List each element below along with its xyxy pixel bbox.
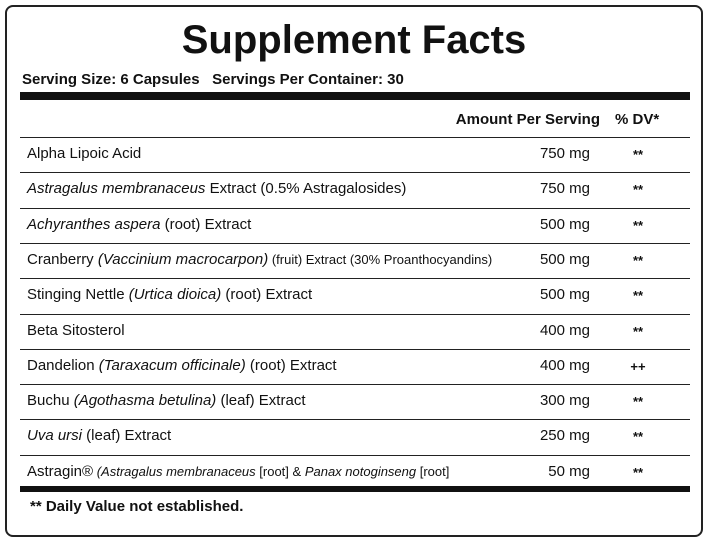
name-part: Cranberry [27,250,98,268]
name-part: Dandelion [27,356,99,374]
ingredient-name: Astragin® (Astragalus membranaceus [root… [27,463,449,480]
serving-info: Serving Size: 6 Capsules Servings Per Co… [22,71,404,88]
name-part: (root) Extract [160,215,252,233]
name-part: (fruit) Extract (30% Proanthocyandins) [268,251,493,267]
amount: 500 mg [539,215,590,233]
ingredient-name: Stinging Nettle (Urtica dioica) (root) E… [27,286,312,303]
name-part: Buchu [27,392,74,410]
amount: 500 mg [539,250,590,268]
row-rule [20,454,690,456]
dv-header: % DV* [615,111,660,128]
name-part: Achyranthes aspera [27,215,161,233]
amount: 50 mg [548,462,590,480]
ingredient-name: Uva ursi (leaf) Extract [27,427,171,444]
thick-bar [20,92,690,100]
thick-bar [20,486,690,492]
name-part: Panax notoginseng [304,463,417,479]
row-rule [20,207,690,209]
daily-value: ** [632,217,644,233]
ingredient-name: Astragalus membranaceus Extract (0.5% As… [27,180,406,197]
amount: 750 mg [539,145,590,162]
daily-value: ** [632,394,644,410]
row-rule [20,242,690,244]
name-part: (leaf) Extract [216,392,306,410]
name-part: Extract (0.5% Astragalosides) [205,180,407,198]
daily-value: ** [632,182,644,198]
name-part: Alpha Lipoic Acid [27,145,142,162]
daily-value: ** [632,323,644,339]
name-part: (leaf) Extract [82,427,172,445]
ingredient-name: Cranberry (Vaccinium macrocarpon) (fruit… [27,251,492,268]
daily-value: ** [632,147,644,162]
row-rule [20,384,690,386]
name-part: (root) Extract [245,356,337,374]
name-part: (Urtica dioica) [128,286,222,304]
ingredient-name: Achyranthes aspera (root) Extract [27,216,251,233]
amount: 750 mg [539,180,590,198]
amount: 400 mg [539,356,590,374]
name-part: [root] [416,463,450,479]
name-part: (Vaccinium macrocarpon) [97,250,269,268]
ingredient-name: Buchu (Agothasma betulina) (leaf) Extrac… [27,392,305,409]
name-part: (Agothasma betulina) [73,392,217,410]
amount: 300 mg [539,392,590,410]
daily-value: ** [632,252,644,268]
row-rule [20,278,690,280]
name-part: (Taraxacum officinale) [98,356,246,374]
amount: 400 mg [539,321,590,339]
row-rule [20,172,690,174]
ingredient-name: Alpha Lipoic Acid [27,145,141,162]
servings-per-container: Servings Per Container: 30 [212,71,404,88]
name-part: (Astragalus membranaceus [93,463,256,479]
label-border [5,5,703,537]
ingredient-name: Beta Sitosterol [27,322,125,339]
name-part: Beta Sitosterol [27,321,125,339]
name-part: [root] & [255,463,305,479]
daily-value: ** [632,464,644,480]
title: Supplement Facts [181,18,527,62]
name-part: Astragalus membranaceus [27,180,206,198]
amount: 250 mg [539,427,590,445]
row-rule [20,419,690,421]
ingredient-name: Dandelion (Taraxacum officinale) (root) … [27,357,337,374]
name-part: Uva ursi [27,427,83,445]
amount: 500 mg [539,286,590,304]
daily-value: ++ [630,358,646,374]
daily-value: ** [632,288,644,304]
name-part: Astragin® [27,462,94,480]
row-rule [20,348,690,350]
serving-size: Serving Size: 6 Capsules [22,71,200,88]
row-rule [20,313,690,315]
footnote: ** Daily Value not established. [30,498,244,515]
row-rule [20,137,690,138]
name-part: Stinging Nettle [27,286,129,304]
name-part: (root) Extract [221,286,313,304]
daily-value: ** [632,429,644,445]
amount-header: Amount Per Serving [455,111,600,128]
